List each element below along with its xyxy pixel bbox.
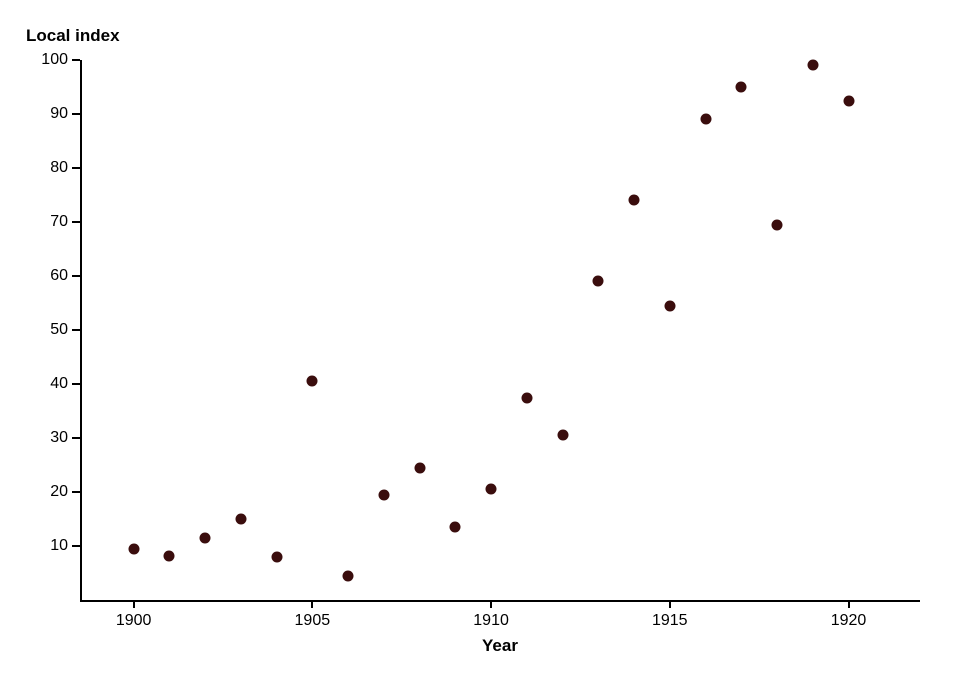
- data-point: [235, 514, 246, 525]
- x-tick: [848, 600, 850, 608]
- y-tick: [72, 221, 80, 223]
- y-tick: [72, 113, 80, 115]
- data-point: [414, 462, 425, 473]
- y-tick-label: 40: [50, 375, 68, 393]
- y-tick: [72, 383, 80, 385]
- x-tick-label: 1920: [831, 612, 867, 630]
- y-tick-label: 50: [50, 321, 68, 339]
- y-tick-label: 20: [50, 483, 68, 501]
- y-axis-line: [80, 60, 82, 600]
- y-tick: [72, 167, 80, 169]
- y-tick-label: 80: [50, 159, 68, 177]
- y-tick-label: 30: [50, 429, 68, 447]
- x-tick: [133, 600, 135, 608]
- y-tick-label: 90: [50, 105, 68, 123]
- data-point: [378, 489, 389, 500]
- data-point: [486, 484, 497, 495]
- data-point: [164, 550, 175, 561]
- x-tick-label: 1905: [295, 612, 331, 630]
- data-point: [700, 114, 711, 125]
- data-point: [843, 95, 854, 106]
- y-tick: [72, 491, 80, 493]
- x-tick: [311, 600, 313, 608]
- y-tick: [72, 545, 80, 547]
- y-tick-label: 10: [50, 537, 68, 555]
- x-axis-line: [80, 600, 920, 602]
- y-tick: [72, 437, 80, 439]
- x-tick-label: 1910: [473, 612, 509, 630]
- data-point: [736, 82, 747, 93]
- data-point: [450, 522, 461, 533]
- plot-area: [80, 60, 920, 600]
- data-point: [128, 543, 139, 554]
- data-point: [629, 195, 640, 206]
- x-axis-title: Year: [482, 636, 518, 656]
- y-tick-label: 60: [50, 267, 68, 285]
- y-tick: [72, 59, 80, 61]
- x-tick-label: 1915: [652, 612, 688, 630]
- data-point: [664, 300, 675, 311]
- data-point: [557, 430, 568, 441]
- y-tick: [72, 329, 80, 331]
- data-point: [807, 60, 818, 71]
- data-point: [271, 551, 282, 562]
- x-tick: [490, 600, 492, 608]
- data-point: [772, 219, 783, 230]
- y-tick-label: 100: [41, 51, 68, 69]
- data-point: [593, 276, 604, 287]
- data-point: [307, 376, 318, 387]
- scatter-chart: Local index Year 1900 1905 1910 1915 1920 10 2…: [0, 0, 957, 690]
- y-tick: [72, 275, 80, 277]
- x-tick: [669, 600, 671, 608]
- data-point: [521, 392, 532, 403]
- y-axis-title: Local index: [26, 26, 120, 46]
- x-tick-label: 1900: [116, 612, 152, 630]
- data-point: [343, 570, 354, 581]
- y-tick-label: 70: [50, 213, 68, 231]
- data-point: [200, 532, 211, 543]
